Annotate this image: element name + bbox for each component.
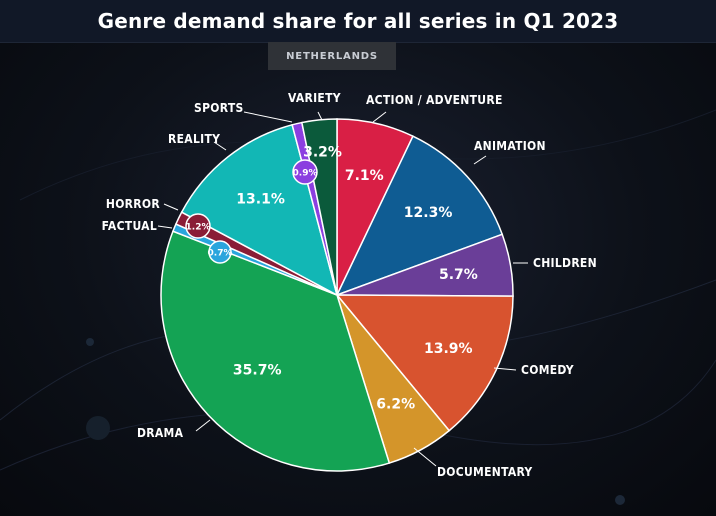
leader-line-variety [317,111,323,121]
value-badge-factual [208,240,232,264]
market-tag: NETHERLANDS [268,42,396,70]
value-label-comedy: 13.9% [424,341,473,357]
category-label-sports: SPORTS [194,101,244,115]
value-badge-sports [292,159,318,185]
category-label-documentary: DOCUMENTARY [437,465,533,479]
value-label-drama: 35.7% [233,362,282,378]
category-label-animation: ANIMATION [474,139,546,153]
pie-slice-drama [160,230,391,472]
leader-line-horror [163,203,179,211]
value-label-action-adventure: 7.1% [345,168,384,184]
chart-title: Genre demand share for all series in Q1 … [97,9,619,33]
value-label-children: 5.7% [439,267,478,283]
category-label-comedy: COMEDY [521,363,574,377]
value-label-horror: 1.2% [186,223,211,233]
category-label-children: CHILDREN [533,256,597,270]
leader-line-animation [473,155,487,165]
leader-line-reality [213,141,227,151]
category-label-drama: DRAMA [137,426,184,440]
category-label-horror: HORROR [106,197,161,211]
value-label-sports: 0.9% [293,169,318,179]
value-label-reality: 13.1% [236,191,285,207]
category-label-variety: VARIETY [288,91,341,105]
leader-line-action-adventure [372,111,387,123]
category-label-action-adventure: ACTION / ADVENTURE [366,93,503,107]
value-label-factual: 0.7% [208,249,233,259]
value-badge-horror [185,213,211,239]
category-label-factual: FACTUAL [102,219,157,233]
value-label-documentary: 6.2% [376,396,415,412]
value-label-animation: 12.3% [404,205,453,221]
leader-line-sports [243,111,293,123]
leader-line-drama [195,419,211,432]
leader-line-documentary [413,447,437,467]
leader-line-comedy [493,367,517,371]
title-bar: Genre demand share for all series in Q1 … [0,0,716,43]
pie-slice-comedy [335,294,514,432]
leader-line-factual [157,225,173,229]
value-label-variety: 3.2% [303,144,342,160]
market-label: NETHERLANDS [286,50,378,62]
category-label-reality: REALITY [168,132,220,146]
pie-slice-animation [335,135,504,297]
